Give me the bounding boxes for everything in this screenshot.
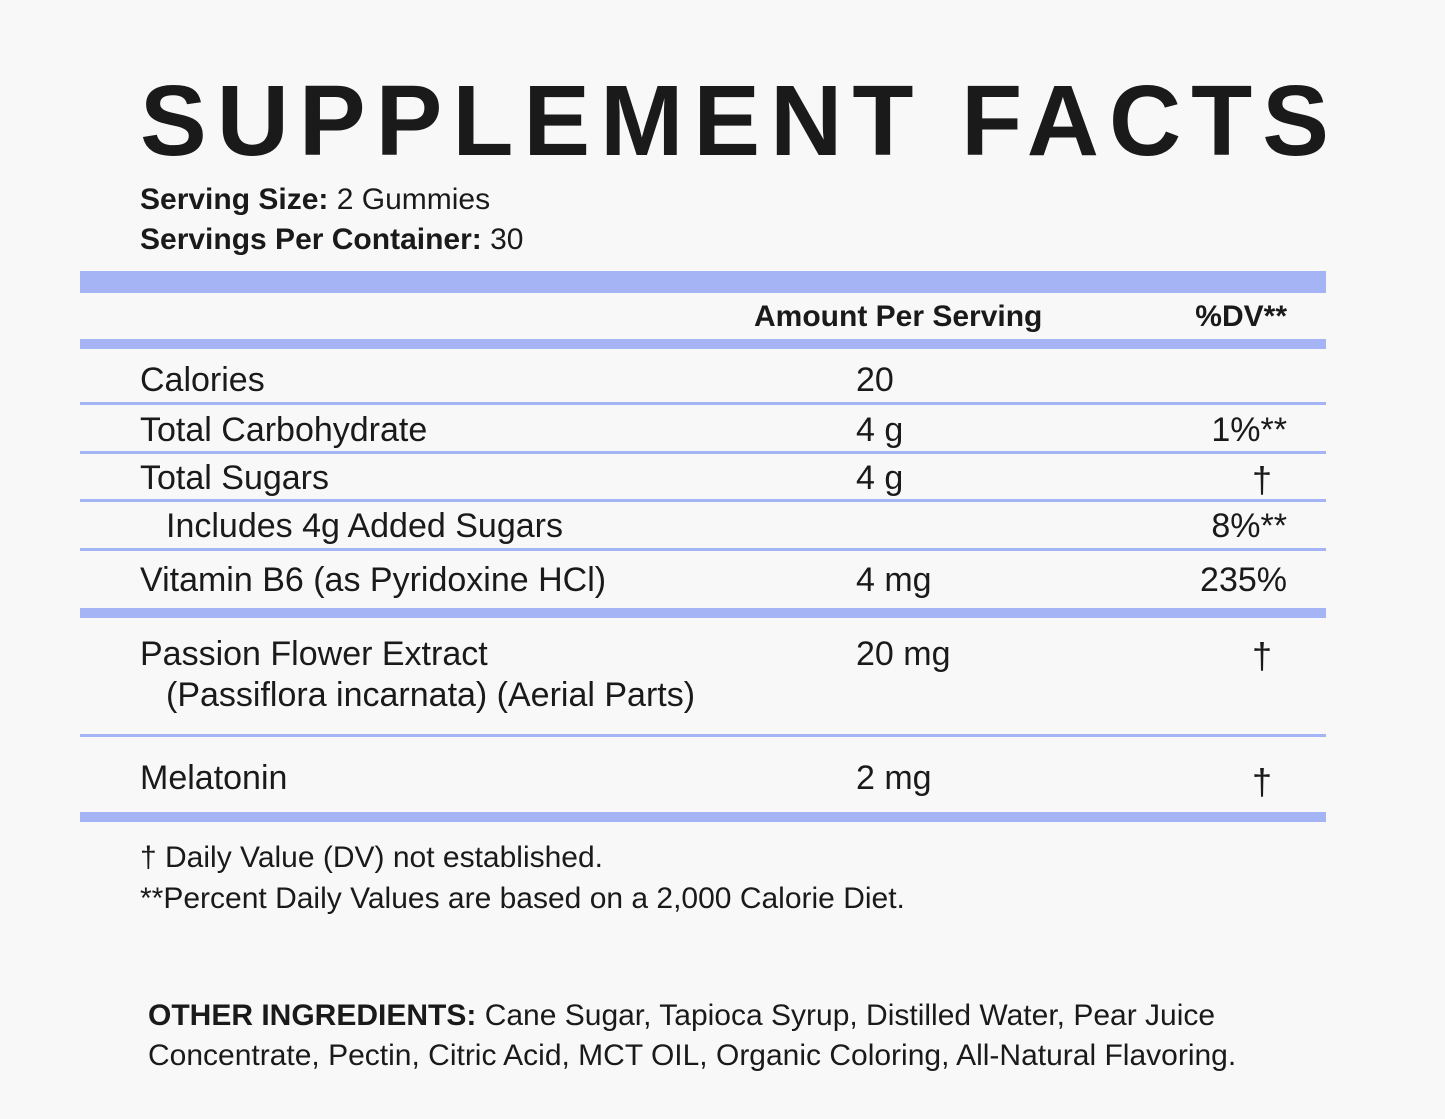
row-calories-name: Calories <box>140 361 265 399</box>
row-passion-flower-name: Passion Flower Extract <box>140 635 488 673</box>
row-melatonin-amount: 2 mg <box>856 759 932 797</box>
servings-per-container-label: Servings Per Container: <box>140 223 482 256</box>
header-dv: %DV** <box>1195 300 1287 333</box>
row-total-carbohydrate-amount: 4 g <box>856 411 904 449</box>
row-total-sugars-dv: † <box>1252 459 1273 500</box>
row-vitamin-b6-amount: 4 mg <box>856 561 932 599</box>
servings-per-container: Servings Per Container: 30 <box>140 222 523 258</box>
servings-per-container-value: 30 <box>490 223 524 256</box>
row-vitamin-b6-dv: 235% <box>1200 561 1287 599</box>
header-amount-per-serving: Amount Per Serving <box>754 300 1043 333</box>
row-passion-flower-amount: 20 mg <box>856 635 951 673</box>
footnote-percent-dv: **Percent Daily Values are based on a 2,… <box>140 882 905 915</box>
serving-size: Serving Size: 2 Gummies <box>140 182 490 218</box>
row-added-sugars-dv: 8%** <box>1211 507 1287 545</box>
other-ingredients: OTHER INGREDIENTS: Cane Sugar, Tapioca S… <box>148 996 1338 1076</box>
section-bar <box>80 608 1326 618</box>
row-calories-amount: 20 <box>856 361 894 399</box>
supplement-facts-title: SUPPLEMENT FACTS <box>140 65 1339 177</box>
row-total-carbohydrate-name: Total Carbohydrate <box>140 411 428 449</box>
table-top-bar <box>80 271 1326 293</box>
row-vitamin-b6-name: Vitamin B6 (as Pyridoxine HCl) <box>140 561 607 599</box>
row-divider <box>80 451 1326 454</box>
serving-size-value: 2 Gummies <box>336 183 491 216</box>
row-melatonin-dv: † <box>1252 761 1273 802</box>
row-divider <box>80 734 1326 737</box>
table-bottom-bar <box>80 812 1326 822</box>
row-added-sugars-name: Includes 4g Added Sugars <box>166 507 563 545</box>
row-total-sugars-name: Total Sugars <box>140 459 329 497</box>
row-divider <box>80 402 1326 405</box>
row-melatonin-name: Melatonin <box>140 759 288 797</box>
footnote-dagger: † Daily Value (DV) not established. <box>140 841 604 874</box>
row-total-carbohydrate-dv: 1%** <box>1211 411 1287 449</box>
row-divider <box>80 548 1326 551</box>
row-total-sugars-amount: 4 g <box>856 459 904 497</box>
serving-size-label: Serving Size: <box>140 183 329 216</box>
row-passion-flower-name-detail: (Passiflora incarnata) (Aerial Parts) <box>166 676 696 714</box>
other-ingredients-list: Cane Sugar, Tapioca Syrup, Distilled Wat… <box>148 999 1237 1072</box>
header-bar <box>80 339 1326 349</box>
row-passion-flower-dv: † <box>1252 635 1273 676</box>
other-ingredients-label: OTHER INGREDIENTS: <box>148 999 477 1032</box>
row-divider <box>80 499 1326 502</box>
